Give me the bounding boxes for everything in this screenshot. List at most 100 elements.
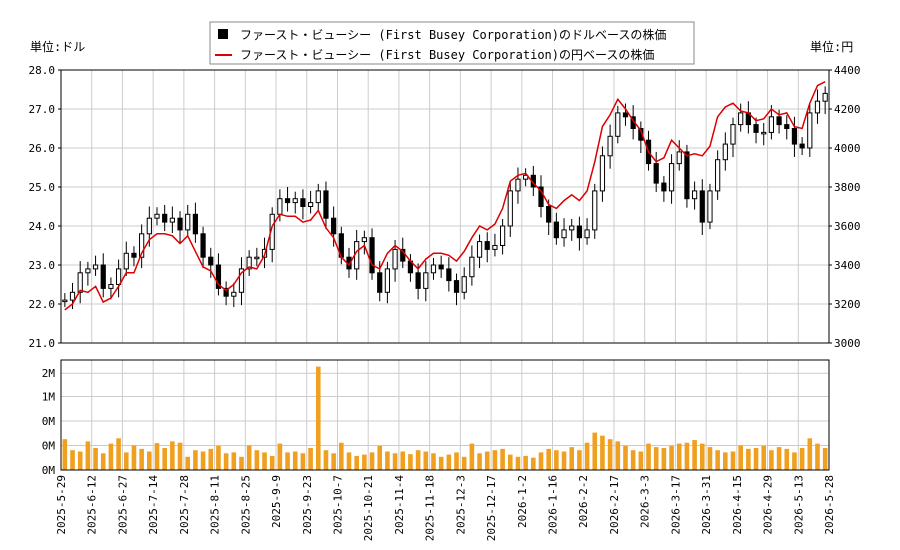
date-axis: 2025-5-29 2025-6-12 2025-6-27 2025-7-14 2025… bbox=[55, 475, 836, 542]
date-tick-label: 2025-7-14 bbox=[147, 475, 160, 535]
date-tick-label: 2026-4-29 bbox=[762, 475, 775, 535]
candle-body bbox=[807, 112, 813, 149]
volume-bar bbox=[147, 451, 152, 470]
price-right-tick-label: 3800 bbox=[834, 181, 861, 194]
volume-axis: 0M 0M 0M 1M 2M bbox=[42, 367, 56, 477]
candle-body bbox=[284, 198, 291, 204]
volume-bar bbox=[707, 447, 713, 470]
volume-bar bbox=[446, 454, 452, 470]
price-left-tick-label: 22.0 bbox=[29, 298, 56, 311]
volume-bar bbox=[285, 452, 290, 470]
volume-bar bbox=[799, 448, 805, 470]
volume-bar bbox=[669, 445, 674, 470]
price-left-tick-label: 27.0 bbox=[29, 103, 56, 116]
volume-bar bbox=[277, 443, 283, 470]
volume-bar bbox=[108, 443, 114, 470]
volume-bar bbox=[546, 448, 551, 470]
date-tick-label: 2025-9-23 bbox=[301, 475, 314, 535]
volume-tick-label: 1M bbox=[42, 391, 56, 404]
candle-body bbox=[361, 237, 367, 243]
volume-bar bbox=[692, 440, 697, 470]
volume-bar bbox=[461, 456, 467, 470]
volume-bar bbox=[607, 439, 613, 470]
price-left-tick-label: 24.0 bbox=[29, 220, 56, 233]
candle-body bbox=[499, 225, 506, 246]
candle-body bbox=[761, 131, 767, 135]
candle-body bbox=[599, 155, 606, 192]
volume-bar bbox=[784, 448, 790, 470]
volume-bar bbox=[354, 455, 359, 470]
candle-body bbox=[484, 241, 490, 250]
left-unit-label: 単位:ドル bbox=[30, 39, 85, 54]
volume-bar bbox=[239, 456, 244, 470]
candle-body bbox=[622, 112, 629, 118]
candle-body bbox=[592, 190, 598, 231]
candle-body bbox=[100, 264, 106, 289]
volume-bar bbox=[269, 455, 275, 470]
candle-body bbox=[814, 100, 821, 114]
volume-bar bbox=[769, 450, 774, 470]
price-right-tick-label: 3200 bbox=[834, 298, 861, 311]
volume-bar bbox=[123, 452, 129, 470]
date-tick-label: 2026-3-17 bbox=[669, 475, 682, 535]
price-right-tick-label: 3400 bbox=[834, 259, 861, 272]
date-tick-label: 2026-2-17 bbox=[608, 475, 621, 535]
volume-bar bbox=[807, 438, 813, 470]
volume-bar bbox=[776, 447, 782, 470]
volume-bar bbox=[477, 453, 482, 470]
volume-bar bbox=[423, 451, 429, 470]
volume-bar bbox=[454, 452, 459, 470]
volume-bar bbox=[170, 441, 175, 470]
volume-bar bbox=[162, 448, 167, 470]
candle-body bbox=[384, 268, 391, 293]
volume-bar bbox=[684, 442, 690, 470]
candle-body bbox=[185, 213, 191, 231]
candle-body bbox=[300, 198, 306, 207]
candle-body bbox=[231, 291, 237, 297]
volume-bar bbox=[116, 438, 121, 470]
volume-bar bbox=[385, 451, 390, 470]
volume-bar bbox=[623, 445, 628, 470]
candle-body bbox=[784, 124, 790, 129]
candle-body bbox=[115, 268, 122, 285]
candle-body bbox=[292, 198, 298, 204]
volume-bar bbox=[392, 453, 398, 470]
candle-body bbox=[377, 272, 383, 293]
volume-tick-label: 0M bbox=[42, 440, 56, 453]
volume-bar bbox=[415, 450, 421, 470]
price-panel-frame bbox=[60, 69, 830, 344]
legend: ファースト・ビューシー (First Busey Corporation)のドル… bbox=[209, 21, 695, 65]
volume-bar bbox=[85, 441, 91, 470]
candle-body bbox=[223, 287, 229, 297]
candle-body bbox=[446, 268, 452, 282]
candle-body bbox=[699, 190, 705, 223]
volume-bar bbox=[400, 451, 406, 470]
candle-body bbox=[476, 241, 483, 258]
candle-body bbox=[238, 268, 245, 293]
legend-dollar-marker-icon bbox=[218, 29, 228, 39]
volume-panel: 0M 0M 0M 1M 2M bbox=[42, 359, 830, 477]
candle-body bbox=[139, 233, 145, 258]
candle-body bbox=[200, 233, 206, 258]
volume-bar bbox=[131, 445, 137, 470]
volume-bar bbox=[492, 450, 498, 470]
date-tick-label: 2025-9-9 bbox=[270, 475, 283, 528]
price-right-tick-label: 4000 bbox=[834, 142, 861, 155]
volume-bar bbox=[362, 454, 367, 470]
volume-bar bbox=[561, 451, 567, 470]
right-unit-label: 単位:円 bbox=[810, 39, 853, 54]
candle-body bbox=[730, 124, 736, 145]
volume-bar bbox=[531, 457, 536, 470]
candle-body bbox=[515, 178, 521, 192]
volume-bar bbox=[231, 452, 237, 470]
volume-bar bbox=[723, 452, 728, 470]
candle-body bbox=[315, 190, 321, 204]
volume-bar bbox=[100, 453, 106, 470]
volume-panel-frame bbox=[60, 359, 830, 471]
volume-bar bbox=[569, 447, 575, 470]
candle-body bbox=[538, 186, 544, 207]
volume-bar bbox=[185, 456, 191, 470]
candle-body bbox=[162, 213, 168, 223]
volume-bar bbox=[554, 450, 559, 470]
